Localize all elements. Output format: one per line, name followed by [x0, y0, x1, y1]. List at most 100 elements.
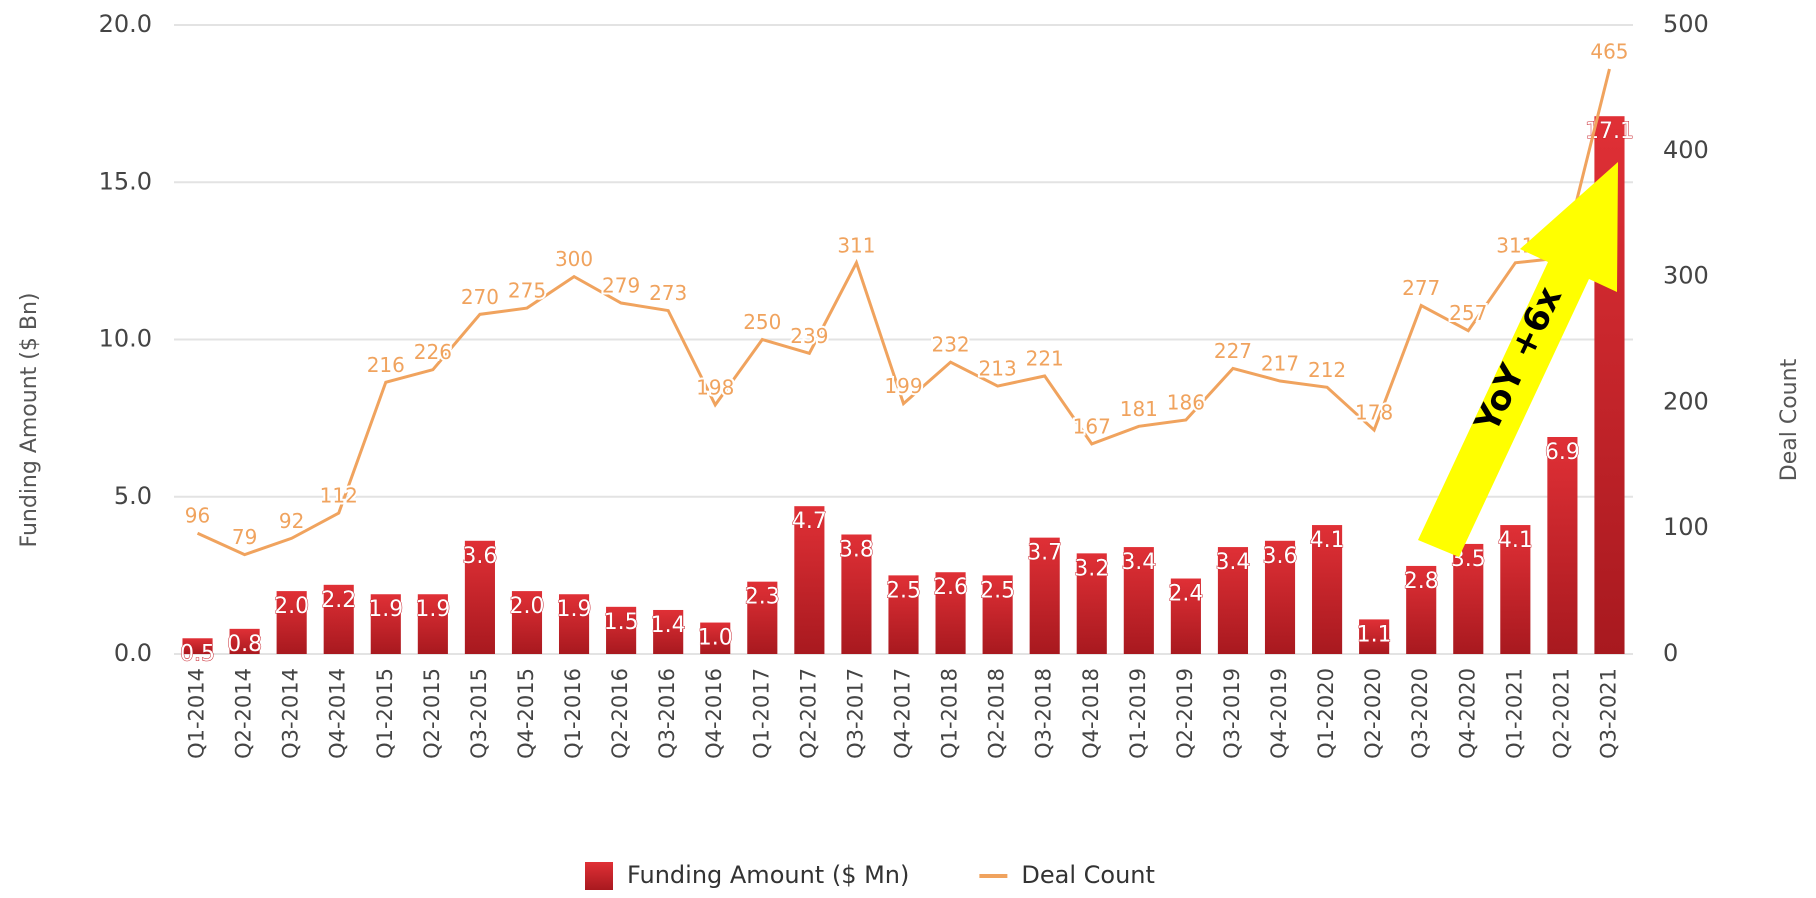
- y2-tick-label: 100: [1663, 513, 1709, 541]
- bar: [464, 540, 495, 654]
- bar-value-label: 0.8: [227, 632, 262, 657]
- line-value-label: 79: [232, 525, 257, 549]
- x-tick-label: Q3-2021: [1596, 668, 1620, 759]
- bar-value-label: 2.8: [1404, 569, 1439, 594]
- bar: [1406, 565, 1437, 654]
- bar-value-label: 3.6: [462, 544, 497, 569]
- y-tick-label: 0.0: [114, 639, 152, 667]
- annotation-arrow: [1418, 162, 1618, 557]
- y-tick-label: 15.0: [99, 167, 152, 195]
- x-tick-label: Q1-2014: [185, 668, 209, 759]
- x-tick-label: Q1-2017: [749, 668, 773, 759]
- bar: [1500, 525, 1531, 654]
- x-tick-label: Q3-2020: [1408, 668, 1432, 759]
- deal-count-line: [196, 68, 1611, 557]
- line-value-label: 217: [1261, 352, 1299, 376]
- bar-value-label: 2.0: [274, 594, 309, 619]
- x-tick-label: Q1-2018: [938, 668, 962, 759]
- line-value-label: 213: [979, 357, 1017, 381]
- x-tick-label: Q1-2020: [1314, 668, 1338, 759]
- bar: [229, 628, 260, 654]
- bar-value-label: 3.2: [1074, 556, 1109, 581]
- bar-value-label: 1.0: [698, 626, 733, 651]
- legend-swatch: [585, 862, 613, 890]
- x-tick-label: Q1-2021: [1502, 668, 1526, 759]
- bar: [1076, 553, 1107, 654]
- bar-value-label: 1.5: [604, 610, 639, 635]
- line-value-label: 92: [279, 509, 304, 533]
- y-axis-title: Funding Amount ($ Bn): [17, 293, 42, 548]
- x-tick-label: Q3-2019: [1220, 668, 1244, 759]
- bar-value-label: 1.9: [368, 597, 403, 622]
- bar-value-label: 3.8: [839, 537, 874, 562]
- bar-value-label: 2.6: [933, 575, 968, 600]
- bar-value-label: 3.4: [1215, 550, 1250, 575]
- x-tick-label: Q3-2018: [1032, 668, 1056, 759]
- line-value-label: 227: [1214, 339, 1252, 363]
- x-tick-label: Q2-2018: [985, 668, 1009, 759]
- bar: [653, 609, 684, 654]
- bar-value-label: 2.4: [1168, 582, 1203, 607]
- bar: [982, 575, 1013, 654]
- line-value-label: 300: [555, 247, 593, 271]
- x-tick-label: Q3-2014: [279, 668, 303, 759]
- y-tick-label: 20.0: [99, 10, 152, 38]
- x-tick-label: Q1-2019: [1126, 668, 1150, 759]
- bar-value-label: 3.4: [1121, 550, 1156, 575]
- x-tick-label: Q2-2017: [796, 668, 820, 759]
- y-tick-label: 10.0: [99, 325, 152, 353]
- bar: [1217, 547, 1249, 654]
- line-value-label: 181: [1120, 397, 1158, 421]
- x-tick-label: Q1-2015: [373, 668, 397, 759]
- x-tick-label: Q2-2019: [1173, 668, 1197, 759]
- x-tick-label: Q4-2014: [326, 668, 350, 759]
- bar: [323, 584, 354, 654]
- line-value-label: 212: [1308, 358, 1346, 382]
- bar: [182, 638, 213, 654]
- line-value-label: 198: [696, 375, 734, 399]
- bar: [888, 575, 919, 654]
- line-value-label: 465: [1590, 40, 1628, 64]
- line-value-label: 270: [461, 285, 499, 309]
- bar-value-label: 3.6: [1263, 544, 1298, 569]
- line-value-label: 273: [649, 281, 687, 305]
- bar: [1453, 543, 1484, 654]
- line-value-label: 250: [743, 310, 781, 334]
- bar-value-label: 3.7: [1027, 541, 1062, 566]
- x-tick-label: Q4-2016: [702, 668, 726, 759]
- line-value-label: 167: [1073, 414, 1111, 438]
- y2-tick-label: 400: [1663, 136, 1709, 164]
- bar: [935, 572, 966, 654]
- x-tick-label: Q2-2014: [232, 668, 256, 759]
- bar-value-label: 1.9: [415, 597, 450, 622]
- x-tick-label: Q3-2015: [467, 668, 491, 759]
- x-tick-label: Q2-2020: [1361, 668, 1385, 759]
- y2-tick-label: 500: [1663, 10, 1709, 38]
- x-tick-label: Q4-2017: [891, 668, 915, 759]
- bar: [558, 594, 590, 654]
- line-value-label: 178: [1355, 401, 1393, 425]
- x-tick-label: Q2-2016: [608, 668, 632, 759]
- x-tick-label: Q2-2021: [1549, 668, 1573, 759]
- x-tick-label: Q4-2020: [1455, 668, 1479, 759]
- line-value-label: 257: [1449, 301, 1487, 325]
- bar: [1312, 525, 1343, 654]
- bar: [511, 591, 543, 654]
- bar-value-label: 4.7: [792, 509, 827, 534]
- line-value-label: 311: [837, 233, 875, 257]
- line-value-label: 232: [931, 333, 969, 357]
- bar-value-label: 2.0: [509, 594, 544, 619]
- bar-value-label: 4.1: [1498, 528, 1533, 553]
- bar: [370, 594, 401, 654]
- bar: [276, 591, 307, 654]
- line-value-label: 221: [1026, 346, 1064, 370]
- x-tick-label: Q4-2018: [1079, 668, 1103, 759]
- legend-label: Deal Count: [1021, 861, 1155, 889]
- bar: [794, 506, 825, 654]
- bar: [1547, 436, 1578, 654]
- bar: [1123, 547, 1154, 654]
- line-value-label: 216: [367, 353, 405, 377]
- x-tick-label: Q2-2015: [420, 668, 444, 759]
- line-value-label: 199: [884, 374, 922, 398]
